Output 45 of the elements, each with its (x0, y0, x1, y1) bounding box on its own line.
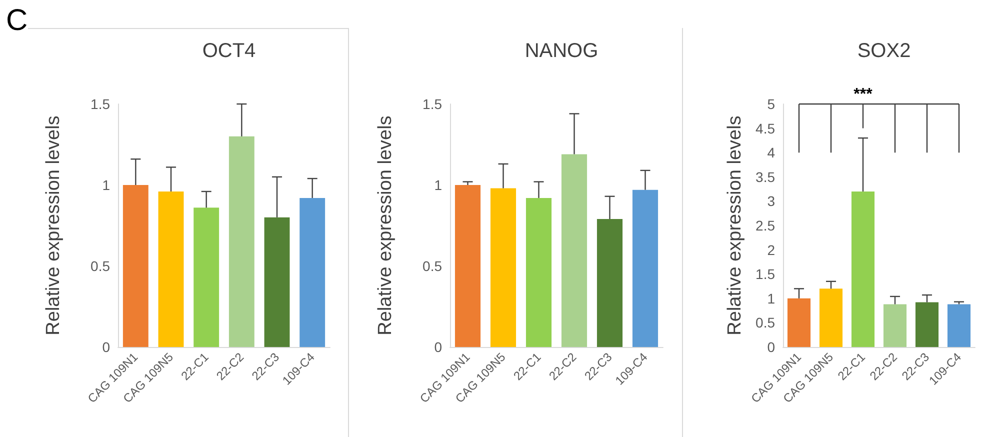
y-tick-label: 1.5 (90, 96, 110, 112)
y-tick-label: 4.5 (756, 120, 776, 136)
y-tick-label: 1 (434, 177, 442, 193)
chart-title: OCT4 (202, 40, 256, 62)
y-tick-label: 0.5 (422, 258, 442, 274)
y-tick-label: 2.5 (756, 218, 776, 234)
y-tick-label: 0.5 (756, 314, 776, 331)
chart-title: SOX2 (857, 40, 911, 62)
bar (851, 191, 875, 347)
bar (947, 304, 971, 347)
bar (596, 219, 623, 347)
bar (228, 136, 254, 347)
bar (632, 190, 658, 347)
y-tick-label: 0 (434, 339, 442, 355)
bar (264, 217, 290, 347)
y-tick-label: 5 (767, 96, 776, 112)
y-tick-label: 3 (767, 193, 776, 210)
y-tick-label: 2 (767, 242, 776, 258)
bar (787, 298, 811, 347)
y-tick-label: 4 (767, 144, 776, 161)
bar (122, 185, 148, 347)
y-axis-title: Relative expression levels (43, 116, 64, 336)
y-axis-title: Relative expression levels (724, 116, 746, 336)
bar (883, 304, 907, 347)
bar (819, 288, 843, 347)
bar (526, 198, 552, 347)
y-tick-label: 3.5 (756, 168, 776, 185)
y-axis-title: Relative expression levels (375, 116, 396, 336)
y-tick-label: 1.5 (422, 96, 442, 112)
text: C (6, 4, 28, 38)
chart-title: NANOG (524, 40, 598, 62)
y-tick-label: 1.5 (756, 266, 776, 282)
annotation: *** (854, 86, 872, 104)
y-tick-label: 0.5 (90, 258, 110, 274)
bar (561, 154, 588, 347)
bar (300, 198, 326, 347)
y-tick-label: 1 (102, 177, 110, 193)
y-tick-label: 0 (102, 339, 110, 355)
bar (158, 191, 184, 347)
y-tick-label: 1 (767, 290, 776, 306)
bar (915, 302, 939, 347)
bar (194, 208, 220, 347)
bar (454, 185, 481, 347)
bar (490, 188, 516, 347)
y-tick-label: 0 (767, 339, 776, 355)
